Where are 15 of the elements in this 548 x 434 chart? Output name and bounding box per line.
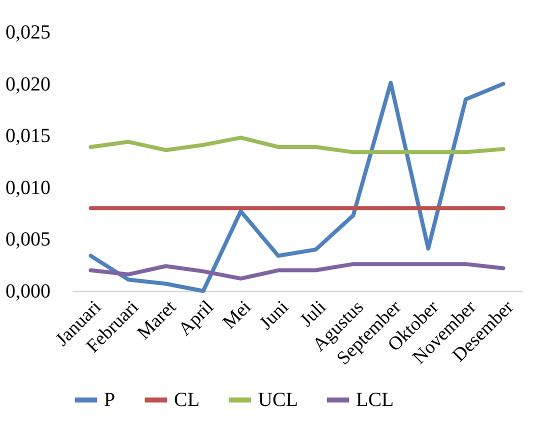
y-tick-label: 0,000: [6, 280, 50, 302]
legend-label: LCL: [356, 389, 394, 411]
line-series: [88, 262, 506, 281]
y-tick-label: 0,005: [6, 228, 50, 251]
y-tick-label: 0,015: [6, 125, 50, 148]
y-tick-label: 0,025: [6, 22, 50, 44]
legend-label: CL: [174, 389, 200, 411]
x-tick-label: Juni: [256, 296, 293, 334]
legend-label: UCL: [258, 389, 298, 411]
line-series: [88, 80, 506, 293]
x-tick-label: Mei: [218, 296, 256, 334]
y-tick-label: 0,010: [6, 176, 50, 199]
line-series: [88, 136, 506, 154]
legend-label: P: [104, 389, 116, 411]
y-tick-label: 0,020: [6, 73, 50, 96]
